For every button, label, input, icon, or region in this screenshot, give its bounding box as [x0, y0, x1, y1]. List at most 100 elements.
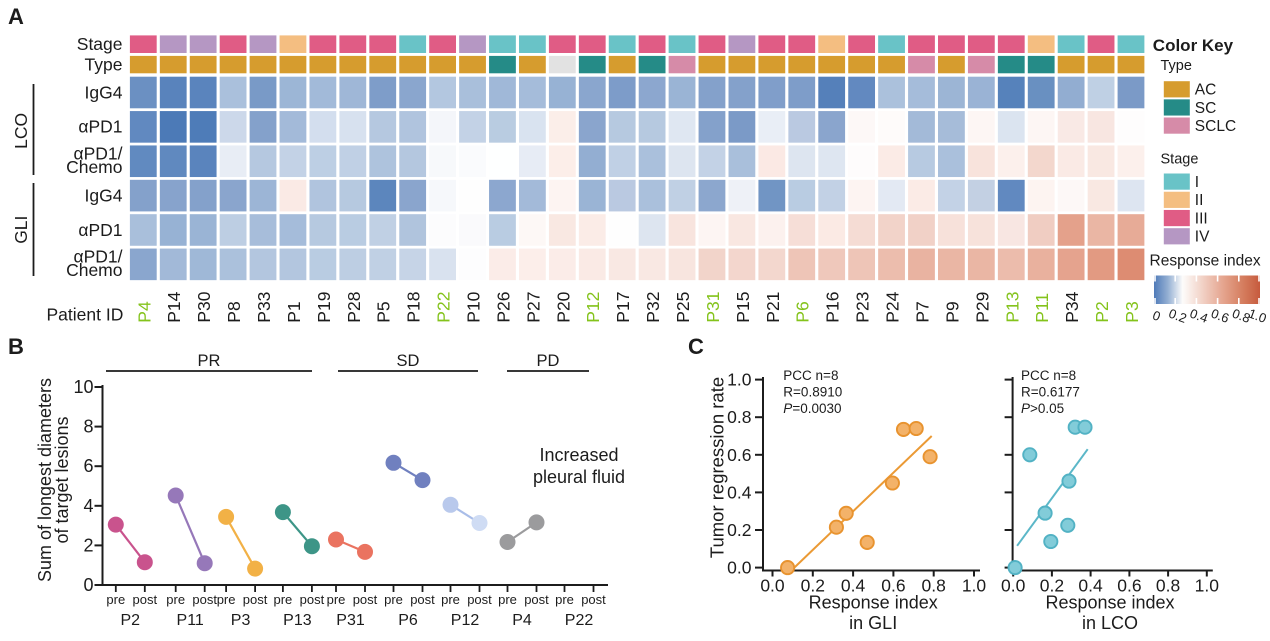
svg-text:P13: P13 [283, 612, 312, 629]
svg-text:0.2: 0.2 [727, 520, 751, 540]
svg-text:P12: P12 [451, 612, 480, 629]
svg-text:0.2: 0.2 [1040, 576, 1064, 596]
svg-text:0.8: 0.8 [727, 407, 751, 427]
svg-text:C: C [688, 334, 704, 359]
svg-text:P>0.05: P>0.05 [1021, 401, 1064, 416]
svg-text:Response index: Response index [809, 593, 938, 613]
svg-text:B: B [8, 334, 24, 359]
svg-text:0.0: 0.0 [727, 558, 752, 578]
svg-text:P3: P3 [1122, 301, 1142, 322]
svg-text:0.6: 0.6 [881, 576, 905, 596]
svg-text:0: 0 [1151, 307, 1163, 324]
svg-text:GLI: GLI [11, 216, 31, 244]
svg-text:Type: Type [1161, 58, 1192, 74]
svg-text:2: 2 [83, 535, 93, 555]
svg-text:P12: P12 [583, 292, 603, 323]
svg-text:P6: P6 [398, 612, 418, 629]
svg-text:0: 0 [83, 575, 93, 595]
svg-text:10: 10 [73, 377, 93, 397]
svg-text:post: post [300, 592, 325, 607]
svg-text:pre: pre [555, 592, 574, 607]
svg-text:P31: P31 [703, 292, 723, 323]
svg-text:Stage: Stage [1161, 151, 1199, 167]
svg-text:P23: P23 [853, 292, 873, 323]
svg-text:A: A [8, 4, 24, 29]
svg-text:PCC n=8: PCC n=8 [1021, 368, 1076, 383]
svg-text:0.6: 0.6 [1209, 306, 1231, 326]
svg-text:R=0.8910: R=0.8910 [783, 385, 842, 400]
svg-text:post: post [410, 592, 435, 607]
svg-text:0.6: 0.6 [1117, 576, 1141, 596]
svg-text:αPD1/: αPD1/ [73, 247, 122, 267]
svg-text:P18: P18 [404, 292, 424, 323]
svg-text:0.6: 0.6 [727, 445, 751, 465]
svg-text:post: post [243, 592, 268, 607]
svg-text:III: III [1195, 210, 1208, 227]
svg-text:P15: P15 [733, 292, 753, 323]
svg-text:4: 4 [83, 496, 93, 516]
svg-text:αPD1: αPD1 [78, 220, 122, 240]
svg-text:IV: IV [1195, 229, 1210, 246]
svg-text:IgG4: IgG4 [85, 82, 123, 102]
svg-text:Response index: Response index [1150, 253, 1261, 270]
svg-text:0.4: 0.4 [1188, 306, 1210, 326]
svg-text:P7: P7 [912, 301, 932, 322]
svg-text:0.4: 0.4 [841, 576, 866, 596]
svg-text:1.0: 1.0 [1246, 306, 1268, 326]
svg-text:of target lesions: of target lesions [52, 416, 72, 543]
svg-text:pre: pre [441, 592, 460, 607]
svg-text:post: post [353, 592, 378, 607]
svg-text:P1: P1 [284, 301, 304, 322]
svg-text:1.0: 1.0 [1195, 576, 1220, 596]
svg-text:P20: P20 [553, 291, 573, 322]
svg-text:P16: P16 [823, 292, 843, 323]
svg-text:LCO: LCO [11, 113, 31, 149]
svg-text:P13: P13 [1002, 292, 1022, 323]
svg-text:pre: pre [217, 592, 236, 607]
svg-text:Chemo: Chemo [66, 157, 122, 177]
svg-text:pre: pre [274, 592, 293, 607]
svg-text:post: post [524, 592, 549, 607]
svg-text:P9: P9 [942, 301, 962, 322]
svg-text:pleural fluid: pleural fluid [533, 467, 625, 487]
svg-text:pre: pre [106, 592, 125, 607]
svg-text:P32: P32 [643, 292, 663, 323]
svg-text:P4: P4 [512, 612, 532, 629]
svg-text:0.4: 0.4 [1078, 576, 1103, 596]
svg-text:Sum of longest diameters: Sum of longest diameters [35, 378, 55, 582]
svg-text:αPD1: αPD1 [78, 117, 122, 137]
svg-text:Patient ID: Patient ID [47, 305, 124, 325]
svg-text:Chemo: Chemo [66, 260, 122, 280]
svg-text:IgG4: IgG4 [85, 185, 123, 205]
svg-text:P2: P2 [1092, 301, 1112, 322]
svg-text:P24: P24 [883, 291, 903, 322]
svg-text:pre: pre [498, 592, 517, 607]
svg-text:P17: P17 [613, 292, 633, 323]
svg-text:SD: SD [397, 352, 420, 370]
svg-text:0.8: 0.8 [1230, 306, 1252, 326]
svg-text:AC: AC [1195, 82, 1217, 99]
svg-text:P19: P19 [314, 292, 334, 323]
svg-text:0.0: 0.0 [1001, 576, 1026, 596]
svg-text:P27: P27 [523, 292, 543, 323]
svg-text:in GLI: in GLI [849, 613, 897, 633]
svg-text:P29: P29 [972, 292, 992, 323]
svg-text:P30: P30 [194, 291, 214, 322]
svg-text:Tumor regression rate: Tumor regression rate [707, 377, 728, 558]
svg-text:Type: Type [85, 55, 123, 75]
svg-text:pre: pre [166, 592, 185, 607]
svg-text:P14: P14 [164, 291, 184, 322]
svg-text:1.0: 1.0 [727, 370, 752, 390]
svg-text:P31: P31 [336, 612, 365, 629]
svg-text:SCLC: SCLC [1195, 118, 1236, 135]
svg-text:0.2: 0.2 [1167, 306, 1189, 326]
svg-text:P22: P22 [565, 612, 594, 629]
svg-text:P22: P22 [434, 292, 454, 323]
svg-text:0.2: 0.2 [801, 576, 825, 596]
svg-text:0.4: 0.4 [727, 482, 752, 502]
svg-text:PD: PD [537, 352, 560, 370]
svg-text:P21: P21 [763, 292, 783, 323]
svg-text:αPD1/: αPD1/ [73, 143, 122, 163]
svg-text:P10: P10 [464, 291, 484, 322]
svg-text:Increased: Increased [539, 445, 618, 465]
